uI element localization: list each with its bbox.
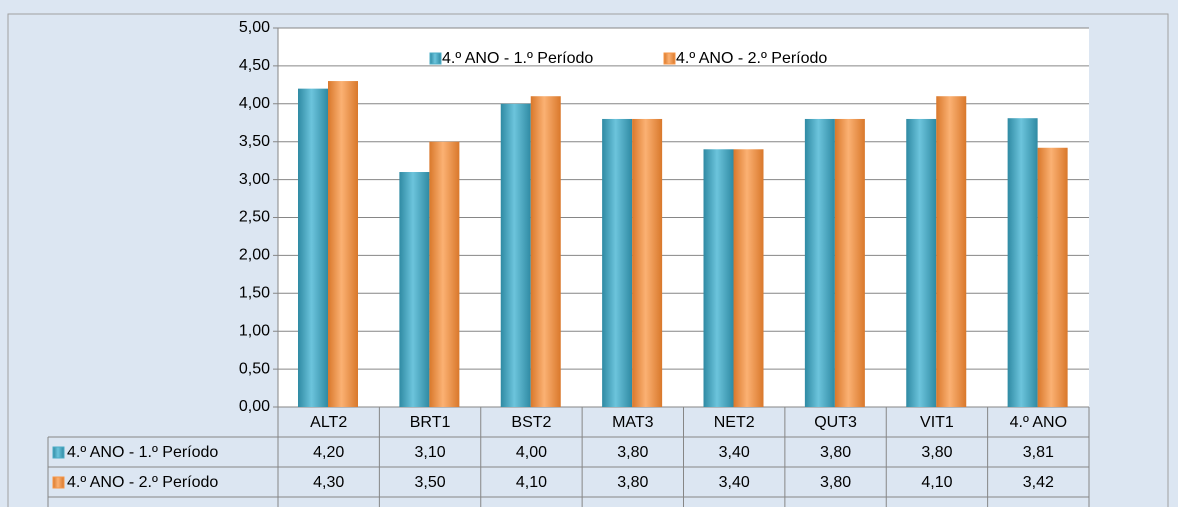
x-tick-label: BST2	[511, 414, 551, 431]
table-value: 3,40	[719, 474, 750, 491]
y-tick-label: 3,00	[239, 171, 270, 188]
y-tick-label: 0,50	[239, 360, 270, 377]
x-tick-label: ALT2	[310, 414, 347, 431]
table-value: 3,80	[921, 444, 952, 461]
bar	[500, 103, 531, 408]
y-tick-label: 1,00	[239, 322, 270, 339]
table-value: 4,10	[921, 474, 952, 491]
table-value: 4,10	[516, 474, 547, 491]
legend-key	[429, 52, 442, 65]
bar	[936, 96, 967, 407]
table-legend-key	[52, 476, 65, 489]
bar	[834, 118, 865, 408]
bar	[602, 118, 633, 408]
y-tick-label: 4,00	[239, 95, 270, 112]
table-value: 3,80	[617, 474, 648, 491]
bar	[632, 118, 663, 408]
y-tick-label: 5,00	[239, 19, 270, 36]
table-value: 3,40	[719, 444, 750, 461]
bar	[703, 149, 734, 407]
table-value: 4,30	[313, 474, 344, 491]
legend-label: 4.º ANO - 2.º Período	[676, 50, 827, 67]
bar	[298, 88, 328, 407]
y-tick-label: 3,50	[239, 133, 270, 150]
x-tick-label: QUT3	[814, 414, 857, 431]
table-legend-key	[52, 446, 65, 459]
table-value: 3,10	[414, 444, 445, 461]
x-tick-label: BRT1	[410, 414, 451, 431]
x-tick-label: 4.º ANO	[1010, 414, 1067, 431]
bar	[530, 96, 561, 407]
bar	[429, 141, 460, 407]
legend-key	[663, 52, 676, 65]
table-series-name: 4.º ANO - 1.º Período	[67, 444, 218, 461]
table-value: 3,81	[1023, 444, 1054, 461]
y-tick-label: 4,50	[239, 57, 270, 74]
table-value: 3,80	[820, 444, 851, 461]
table-value: 4,00	[516, 444, 547, 461]
bar	[328, 81, 358, 407]
table-value: 3,80	[820, 474, 851, 491]
bar	[804, 118, 835, 408]
bar	[1007, 118, 1038, 408]
y-tick-label: 1,50	[239, 285, 270, 302]
table-value: 3,42	[1023, 474, 1054, 491]
y-tick-label: 2,50	[239, 209, 270, 226]
legend-label: 4.º ANO - 1.º Período	[442, 50, 593, 67]
table-value: 3,50	[414, 474, 445, 491]
table-series-name: 4.º ANO - 2.º Período	[67, 474, 218, 491]
y-tick-label: 0,00	[239, 398, 270, 415]
bar	[1037, 147, 1068, 407]
table-value: 4,20	[313, 444, 344, 461]
bar	[733, 149, 764, 407]
x-tick-label: MAT3	[612, 414, 654, 431]
bar	[399, 172, 430, 407]
x-tick-label: VIT1	[920, 414, 954, 431]
table-value: 3,80	[617, 444, 648, 461]
x-tick-label: NET2	[714, 414, 755, 431]
y-tick-label: 2,00	[239, 247, 270, 264]
bar	[906, 118, 937, 408]
